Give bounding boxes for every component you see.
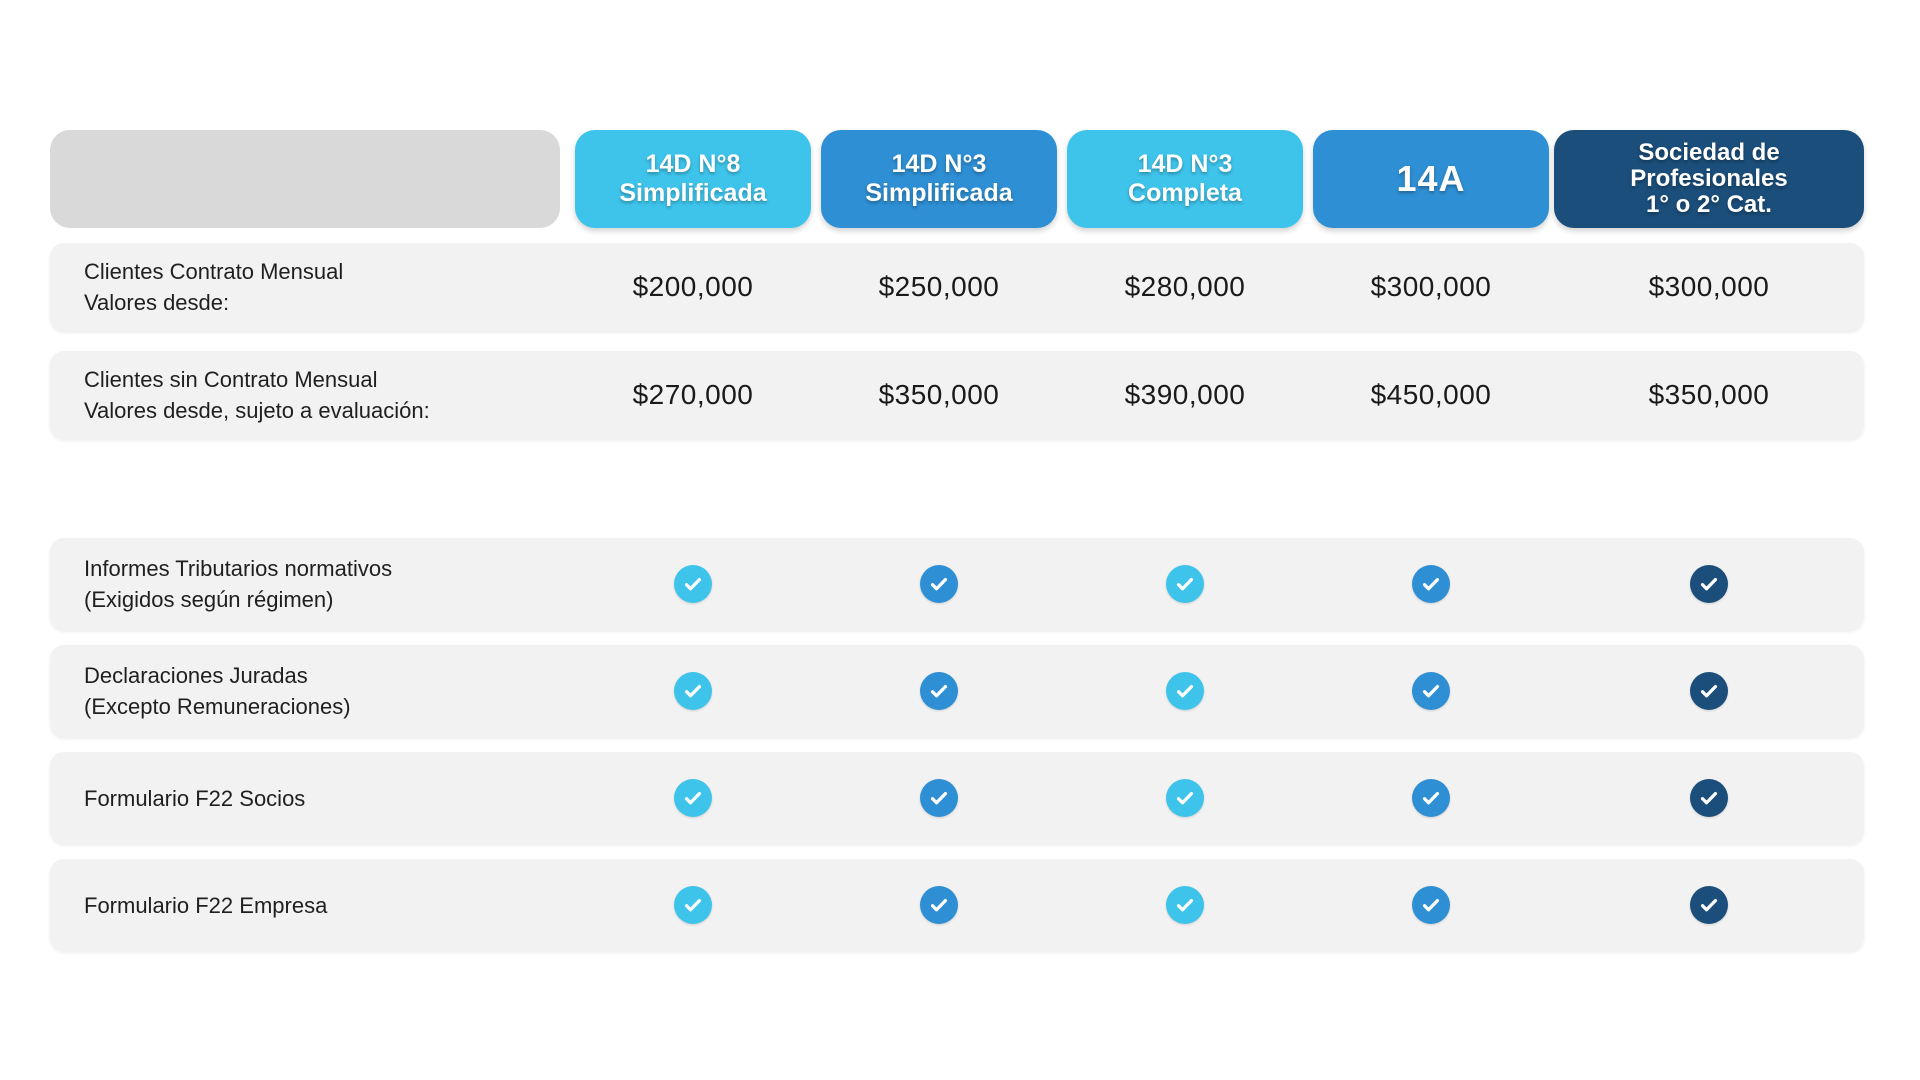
row-label: Informes Tributarios normativos (Exigidos… bbox=[50, 553, 570, 615]
price-cell-14a: $450,000 bbox=[1370, 379, 1492, 410]
row-label-line: Valores desde: bbox=[84, 290, 230, 315]
check-icon bbox=[1166, 565, 1204, 603]
price-cell-14d-n3-completa: $390,000 bbox=[1124, 379, 1246, 410]
row-label-line: Valores desde, sujeto a evaluación: bbox=[84, 398, 430, 423]
column-header-line: Simplificada bbox=[619, 179, 767, 207]
row-label-line: Clientes Contrato Mensual bbox=[84, 259, 344, 284]
check-icon bbox=[1690, 672, 1728, 710]
row-label: Clientes Contrato Mensual Valores desde: bbox=[50, 256, 570, 318]
feature-cell-14a bbox=[1308, 779, 1554, 817]
header-label-cell bbox=[50, 130, 570, 228]
feature-cell-14d-n3-completa bbox=[1062, 886, 1308, 924]
feature-cell-14d-n3-simplificada bbox=[816, 565, 1062, 603]
row-label: Declaraciones Juradas (Excepto Remuneraci… bbox=[50, 660, 570, 722]
price-cell-14d-n3-simplificada: $350,000 bbox=[878, 379, 1000, 410]
table-header-row: 14D N°8 Simplificada 14D N°3 Simplificada 14… bbox=[50, 130, 1864, 228]
pricing-comparison-table: 14D N°8 Simplificada 14D N°3 Simplificada 14… bbox=[50, 130, 1864, 960]
row-label-line: (Excepto Remuneraciones) bbox=[84, 694, 351, 719]
check-icon bbox=[920, 779, 958, 817]
feature-cell-14d-n3-simplificada bbox=[816, 779, 1062, 817]
feature-cell-14a bbox=[1308, 886, 1554, 924]
price-cell-sociedad-profesionales: $350,000 bbox=[1648, 379, 1770, 410]
check-icon bbox=[1690, 886, 1728, 924]
feature-cell-14d-n8-simplificada bbox=[570, 565, 816, 603]
row-label-line: Formulario F22 Socios bbox=[84, 785, 306, 811]
price-row: Clientes Contrato Mensual Valores desde: $… bbox=[50, 243, 1864, 331]
row-label-line: Declaraciones Juradas bbox=[84, 663, 308, 688]
price-cell-14d-n8-simplificada: $200,000 bbox=[632, 271, 754, 302]
feature-row: Formulario F22 Socios bbox=[50, 752, 1864, 844]
price-cell-sociedad-profesionales: $300,000 bbox=[1648, 271, 1770, 302]
column-header-14d-n8-simplificada: 14D N°8 Simplificada bbox=[575, 130, 811, 228]
feature-cell-14d-n3-simplificada bbox=[816, 672, 1062, 710]
column-header-14d-n3-completa: 14D N°3 Completa bbox=[1067, 130, 1303, 228]
check-icon bbox=[674, 565, 712, 603]
column-header-line: 14A bbox=[1396, 158, 1466, 199]
check-icon bbox=[1166, 779, 1204, 817]
column-header-sociedad-profesionales: Sociedad de Profesionales 1° o 2° Cat. bbox=[1554, 130, 1864, 228]
feature-cell-14a bbox=[1308, 565, 1554, 603]
check-icon bbox=[1412, 779, 1450, 817]
check-icon bbox=[1412, 672, 1450, 710]
header-placeholder-box bbox=[50, 130, 560, 228]
price-row: Clientes sin Contrato Mensual Valores des… bbox=[50, 351, 1864, 439]
column-header-14a: 14A bbox=[1313, 130, 1549, 228]
check-icon bbox=[674, 886, 712, 924]
feature-cell-14d-n3-simplificada bbox=[816, 886, 1062, 924]
row-label-line: Informes Tributarios normativos bbox=[84, 556, 393, 581]
row-label-line: Formulario F22 Empresa bbox=[84, 892, 328, 918]
column-header-line: Simplificada bbox=[865, 179, 1013, 207]
row-label: Formulario F22 Empresa bbox=[50, 890, 570, 921]
row-label: Formulario F22 Socios bbox=[50, 783, 570, 814]
price-cell-14d-n3-completa: $280,000 bbox=[1124, 271, 1246, 302]
feature-cell-sociedad-profesionales bbox=[1554, 672, 1864, 710]
feature-cell-14d-n8-simplificada bbox=[570, 779, 816, 817]
check-icon bbox=[920, 886, 958, 924]
row-label-line: Clientes sin Contrato Mensual bbox=[84, 367, 378, 392]
feature-cell-14d-n3-completa bbox=[1062, 672, 1308, 710]
column-header-14d-n3-simplificada: 14D N°3 Simplificada bbox=[821, 130, 1057, 228]
feature-cell-14d-n8-simplificada bbox=[570, 672, 816, 710]
feature-cell-sociedad-profesionales bbox=[1554, 565, 1864, 603]
check-icon bbox=[1690, 565, 1728, 603]
column-header-line: Profesionales bbox=[1630, 165, 1788, 192]
row-label-line: (Exigidos según régimen) bbox=[84, 587, 334, 612]
column-header-line: 14D N°8 bbox=[645, 150, 741, 178]
price-cell-14a: $300,000 bbox=[1370, 271, 1492, 302]
check-icon bbox=[1412, 565, 1450, 603]
column-header-line: Sociedad de bbox=[1638, 139, 1780, 166]
price-cell-14d-n3-simplificada: $250,000 bbox=[878, 271, 1000, 302]
feature-row: Declaraciones Juradas (Excepto Remuneraci… bbox=[50, 645, 1864, 737]
row-label: Clientes sin Contrato Mensual Valores des… bbox=[50, 364, 570, 426]
column-header-line: 14D N°3 bbox=[891, 150, 987, 178]
check-icon bbox=[1166, 672, 1204, 710]
check-icon bbox=[1166, 886, 1204, 924]
check-icon bbox=[674, 779, 712, 817]
feature-cell-14d-n3-completa bbox=[1062, 779, 1308, 817]
check-icon bbox=[1412, 886, 1450, 924]
check-icon bbox=[920, 565, 958, 603]
column-header-line: Completa bbox=[1128, 179, 1242, 207]
feature-cell-14d-n3-completa bbox=[1062, 565, 1308, 603]
feature-row: Formulario F22 Empresa bbox=[50, 859, 1864, 951]
check-icon bbox=[1690, 779, 1728, 817]
feature-cell-14a bbox=[1308, 672, 1554, 710]
feature-cell-sociedad-profesionales bbox=[1554, 886, 1864, 924]
column-header-line: 1° o 2° Cat. bbox=[1646, 191, 1772, 218]
price-cell-14d-n8-simplificada: $270,000 bbox=[632, 379, 754, 410]
check-icon bbox=[920, 672, 958, 710]
feature-cell-sociedad-profesionales bbox=[1554, 779, 1864, 817]
feature-cell-14d-n8-simplificada bbox=[570, 886, 816, 924]
feature-row: Informes Tributarios normativos (Exigidos… bbox=[50, 538, 1864, 630]
check-icon bbox=[674, 672, 712, 710]
column-header-line: 14D N°3 bbox=[1137, 150, 1233, 178]
